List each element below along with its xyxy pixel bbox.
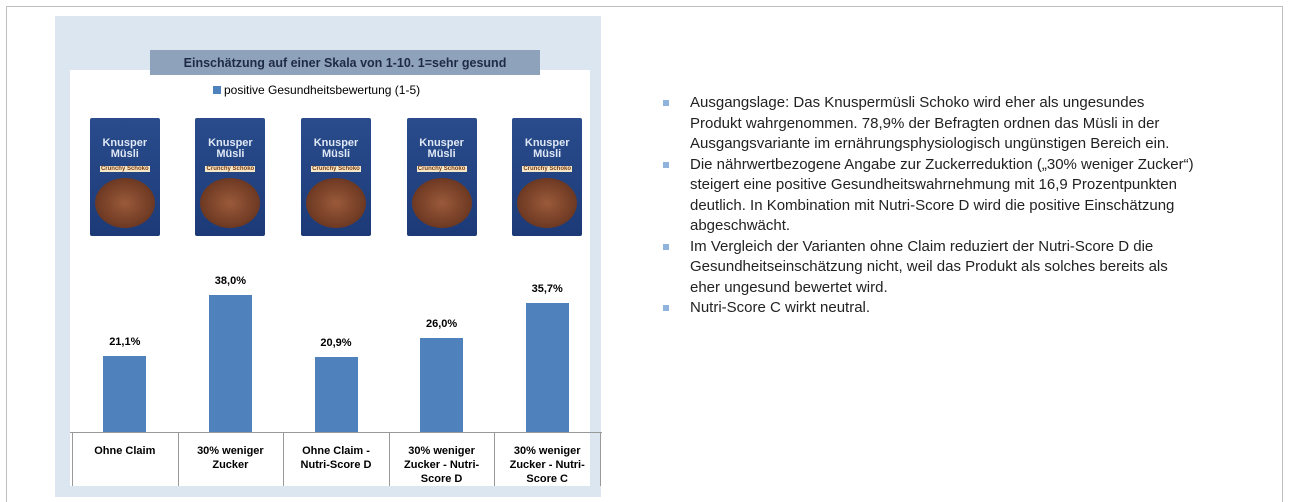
bullet-list: Ausgangslage: Das Knuspermüsli Schoko wi… — [663, 93, 1200, 319]
product-photo — [306, 178, 366, 228]
product-brand: Knusper Müsli — [208, 137, 253, 160]
product-variety: Crunchy Schoko — [416, 166, 467, 172]
legend-label: positive Gesundheitsbewertung (1-5) — [224, 83, 421, 97]
data-label: 35,7% — [531, 283, 563, 296]
bullet: Die nährwertbezogene Angabe zur Zuckerre… — [663, 155, 1200, 237]
x-tick-label: Ohne Claim — [94, 445, 156, 457]
legend-swatch — [213, 86, 221, 94]
bar — [314, 356, 358, 432]
baseline — [70, 432, 602, 433]
x-tick-label: 30% weniger Zucker - Nutri-Score C — [509, 445, 585, 485]
product-brand: Knusper Müsli — [313, 137, 359, 160]
product-brand: Knusper Müsli — [102, 137, 148, 160]
product-photo — [200, 178, 261, 228]
product-photo — [517, 178, 578, 228]
bar — [103, 356, 147, 432]
category-divider — [494, 432, 496, 486]
data-label: 21,1% — [109, 336, 141, 349]
category-divider — [177, 432, 179, 486]
x-tick-label: Ohne Claim - Nutri-Score D — [300, 445, 372, 471]
legend: positive Gesundheitsbewertung (1-5) — [213, 83, 420, 97]
product-brand: Knusper Müsli — [419, 137, 464, 160]
x-tick-label: 30% weniger Zucker — [197, 445, 264, 471]
product-variety: Crunchy Schoko — [205, 166, 256, 172]
category-divider — [72, 432, 73, 486]
product-image: Knusper Müsli Crunchy Schoko — [301, 118, 371, 236]
data-label: 38,0% — [214, 275, 246, 288]
bar — [420, 338, 464, 432]
x-tick-label: 30% weniger Zucker - Nutri-Score D — [404, 445, 480, 485]
product-image: Knusper Müsli Crunchy Schoko — [406, 118, 477, 236]
bullet: Ausgangslage: Das Knuspermüsli Schoko wi… — [663, 93, 1200, 155]
category-divider — [600, 432, 601, 486]
bullet: Nutri-Score C wirkt neutral. — [663, 298, 1200, 319]
frame — [6, 6, 1283, 502]
product-brand: Knusper Müsli — [524, 137, 570, 160]
product-image: Knusper Müsli Crunchy Schoko — [89, 118, 160, 236]
product-variety: Crunchy Schoko — [311, 166, 361, 172]
product-image: Knusper Müsli Crunchy Schoko — [195, 118, 266, 236]
product-photo — [94, 178, 155, 228]
bar — [525, 303, 569, 432]
bullet: Im Vergleich der Varianten ohne Claim re… — [663, 237, 1200, 299]
product-variety: Crunchy Schoko — [522, 166, 573, 172]
bar — [208, 295, 252, 432]
data-label: 26,0% — [425, 318, 458, 331]
product-variety: Crunchy Schoko — [99, 166, 150, 172]
product-photo — [411, 178, 472, 228]
chart-title: Einschätzung auf einer Skala von 1-10. 1… — [150, 50, 540, 75]
category-divider — [283, 432, 285, 486]
category-divider — [388, 432, 390, 486]
product-image: Knusper Müsli Crunchy Schoko — [512, 118, 583, 236]
data-label: 20,9% — [320, 336, 352, 349]
